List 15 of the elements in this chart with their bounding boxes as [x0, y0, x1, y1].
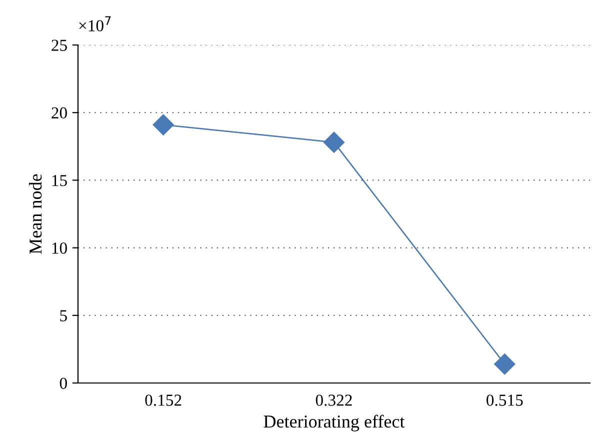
y-tick-label: 5 — [60, 310, 67, 322]
y-tick-label: 15 — [52, 174, 67, 186]
point — [152, 114, 174, 136]
x-tick-label: 0.322 — [316, 394, 352, 406]
y-tick-label: 25 — [52, 40, 67, 51]
x-tick-label: 0.152 — [145, 394, 182, 406]
y-tick-label: 0 — [60, 378, 67, 389]
x-axis-title: Deteriorating effect — [264, 414, 405, 432]
point — [494, 354, 516, 375]
text: ×10$^{7}$ — [79, 16, 111, 32]
y-axis-title: Mean node — [28, 174, 42, 254]
y-tick-label: 20 — [52, 107, 67, 119]
point — [323, 132, 345, 153]
x-tick-label: 0.515 — [486, 394, 523, 406]
y-tick-label: 10 — [52, 242, 67, 254]
